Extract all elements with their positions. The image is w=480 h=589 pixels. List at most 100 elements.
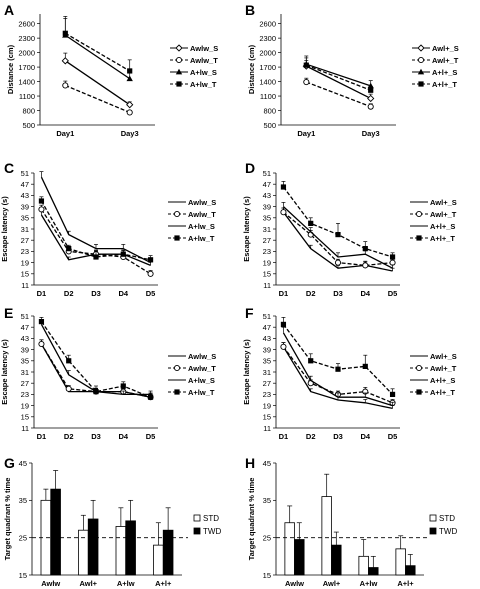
panel-d: 11 15 19 23 27 31 35 39 43 47 51 Escape latency (s)… (242, 169, 457, 298)
legend-marker (175, 68, 183, 75)
legend-label: A+lw_T (190, 80, 217, 89)
y-tick-label: 35 (263, 357, 271, 366)
legend-marker (173, 364, 181, 372)
y-tick-label: 15 (21, 270, 29, 279)
y-tick-label: 27 (21, 236, 29, 245)
bar (294, 539, 305, 576)
data-point (303, 62, 309, 68)
panel-letter-b: B (245, 2, 256, 18)
x-tick-label: D4 (360, 289, 370, 298)
y-tick-label: 43 (21, 334, 29, 343)
legend-marker (175, 44, 183, 52)
legend-swatch (193, 527, 201, 535)
series-Awl+_S (281, 342, 395, 410)
legend-marker (417, 44, 425, 52)
legend-label: Awl+_T (432, 56, 459, 65)
y-tick-label: 51 (21, 169, 29, 178)
y-tick-label: 800 (22, 106, 35, 115)
legend-marker (417, 68, 425, 75)
y-tick-label: 31 (263, 368, 271, 377)
bar (331, 544, 342, 576)
x-tick-label: Awl+ (323, 579, 341, 588)
y-tick-label: 27 (263, 236, 271, 245)
legend-label: A+lw_T (188, 234, 215, 243)
y-tick-label: 19 (21, 401, 29, 410)
y-tick-label: 39 (263, 202, 271, 211)
legend-label: A+lw_S (188, 222, 215, 231)
x-tick-label: D1 (37, 289, 47, 298)
data-point (126, 109, 133, 116)
legend-label: Awlw_T (190, 56, 218, 65)
legend-label: A+l+_T (430, 234, 455, 243)
y-tick-label: 45 (263, 459, 271, 468)
y-tick-label: 15 (263, 571, 271, 580)
data-point (147, 394, 154, 400)
y-tick-label: 31 (21, 368, 29, 377)
y-tick-label: 39 (21, 345, 29, 354)
legend-label: A+l+_T (432, 80, 457, 89)
y-tick-label: 2600 (18, 19, 35, 28)
data-point (93, 389, 99, 395)
y-tick-label: 47 (21, 323, 29, 332)
x-tick-label: D5 (146, 432, 156, 441)
series-line (282, 324, 394, 395)
x-tick-label: Day1 (297, 129, 315, 138)
y-tick-label: 35 (263, 496, 271, 505)
y-tick-label: 500 (263, 121, 276, 130)
panel-b: 500 800 1100 1400 1700 2000 2300 2600 Distance (… (247, 14, 459, 138)
x-tick-label: D1 (279, 432, 289, 441)
x-tick-label: D1 (279, 289, 289, 298)
data-point (38, 198, 45, 204)
x-tick-label: D3 (333, 432, 343, 441)
y-tick-label: 35 (21, 214, 29, 223)
x-tick-label: Awl+ (79, 579, 97, 588)
y-tick-label: 800 (263, 106, 276, 115)
data-point (308, 220, 314, 226)
series-A+l+_T (303, 57, 374, 93)
legend-marker (416, 235, 422, 241)
data-point (368, 87, 374, 93)
legend-label: STD (439, 514, 455, 523)
x-tick-label: D4 (118, 289, 128, 298)
y-axis-label: Escape latency (s) (0, 196, 9, 262)
data-point (66, 358, 72, 364)
series-line (64, 34, 131, 80)
x-tick-label: D5 (388, 432, 398, 441)
legend-label: Awl+_T (430, 210, 457, 219)
y-tick-label: 1400 (18, 77, 35, 86)
y-tick-label: 51 (263, 312, 271, 321)
series-line (306, 63, 371, 87)
data-point (93, 254, 99, 260)
bar (78, 529, 89, 576)
legend-marker (417, 56, 425, 64)
panel-c: 11 15 19 23 27 31 35 39 43 47 51 Escape latency (s)… (0, 169, 216, 298)
data-point (61, 57, 69, 65)
legend-label: A+l+_T (430, 388, 455, 397)
y-tick-label: 27 (263, 379, 271, 388)
legend-label: A+l+_S (432, 68, 457, 77)
y-tick-label: 19 (21, 258, 29, 267)
data-point (389, 259, 396, 266)
data-point (38, 319, 45, 325)
legend-label: Awl+_S (430, 198, 457, 207)
series-Awlw_T (62, 80, 133, 116)
panel-letter-d: D (245, 160, 256, 176)
x-tick-label: D3 (91, 289, 101, 298)
y-tick-label: 11 (21, 424, 29, 433)
y-tick-label: 45 (19, 459, 27, 468)
legend-label: Awlw_S (190, 44, 218, 53)
y-tick-label: 35 (21, 357, 29, 366)
y-tick-label: 23 (21, 247, 29, 256)
legend-marker (416, 389, 422, 395)
y-tick-label: 47 (263, 180, 271, 189)
x-tick-label: D3 (333, 289, 343, 298)
data-point (66, 246, 72, 252)
bar (87, 518, 99, 576)
y-axis-label: Escape latency (s) (242, 339, 251, 405)
data-point (126, 101, 134, 109)
y-tick-label: 2000 (18, 48, 35, 57)
y-tick-label: 23 (263, 247, 271, 256)
data-point (62, 30, 68, 36)
legend-swatch (429, 527, 437, 535)
y-tick-label: 15 (19, 571, 27, 580)
